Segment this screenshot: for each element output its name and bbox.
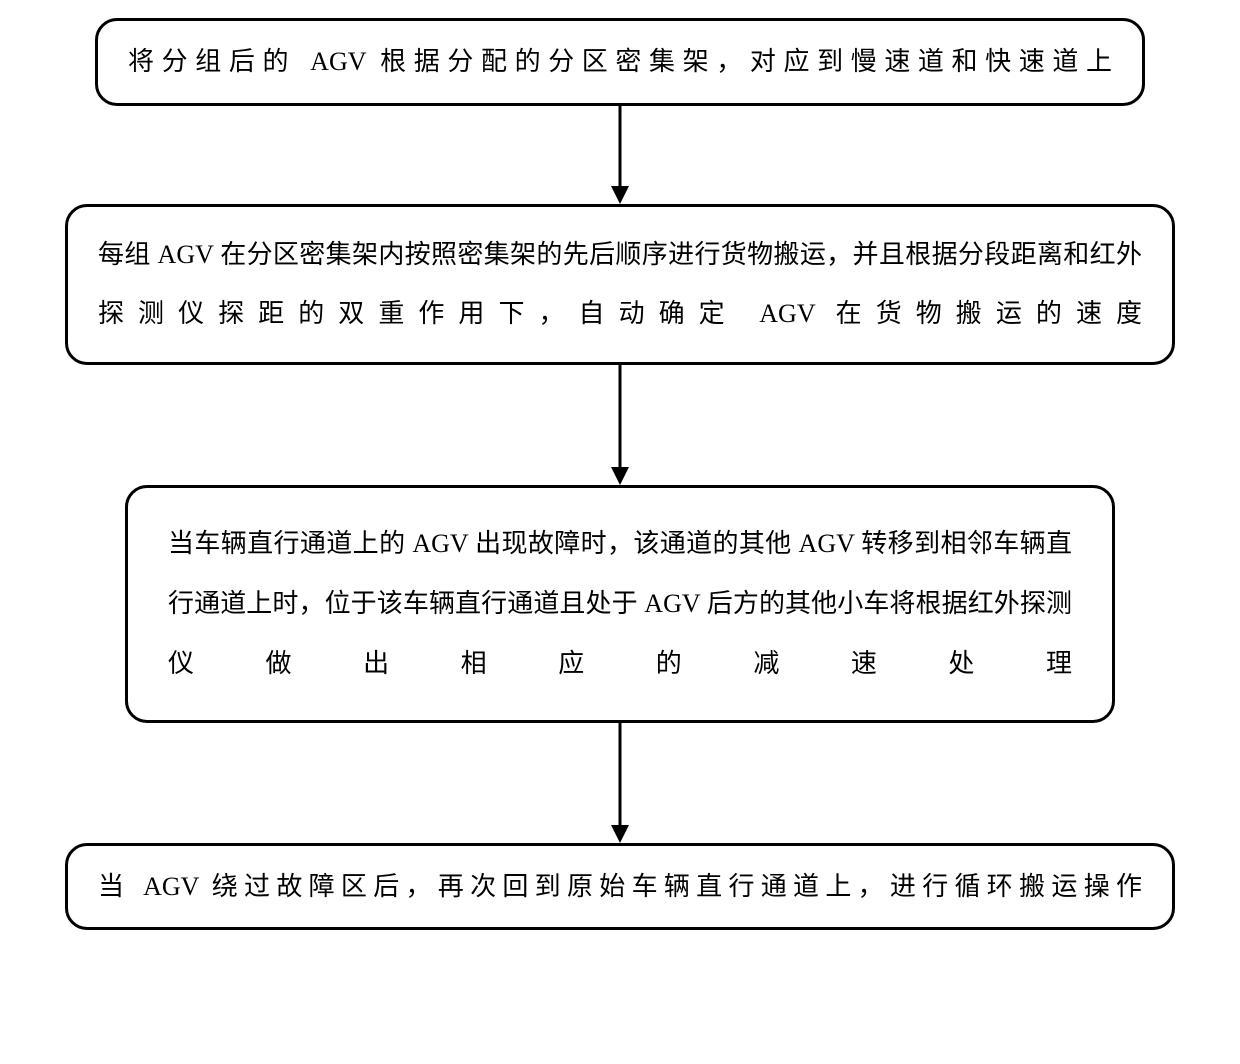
arrow-down-icon (605, 365, 635, 485)
flow-node-3: 当车辆直行通道上的 AGV 出现故障时，该通道的其他 AGV 转移到相邻车辆直行… (125, 485, 1115, 722)
flow-edge-1 (60, 106, 1180, 204)
flow-node-4: 当 AGV 绕过故障区后，再次回到原始车辆直行通道上，进行循环搬运操作 (65, 843, 1175, 931)
flow-edge-3 (60, 723, 1180, 843)
flow-edge-2 (60, 365, 1180, 485)
flow-node-1: 将分组后的 AGV 根据分配的分区密集架，对应到慢速道和快速道上 (95, 18, 1145, 106)
flowchart-container: 将分组后的 AGV 根据分配的分区密集架，对应到慢速道和快速道上 每组 AGV … (60, 18, 1180, 930)
arrow-down-icon (605, 106, 635, 204)
arrow-down-icon (605, 723, 635, 843)
flow-node-2: 每组 AGV 在分区密集架内按照密集架的先后顺序进行货物搬运，并且根据分段距离和… (65, 204, 1175, 366)
